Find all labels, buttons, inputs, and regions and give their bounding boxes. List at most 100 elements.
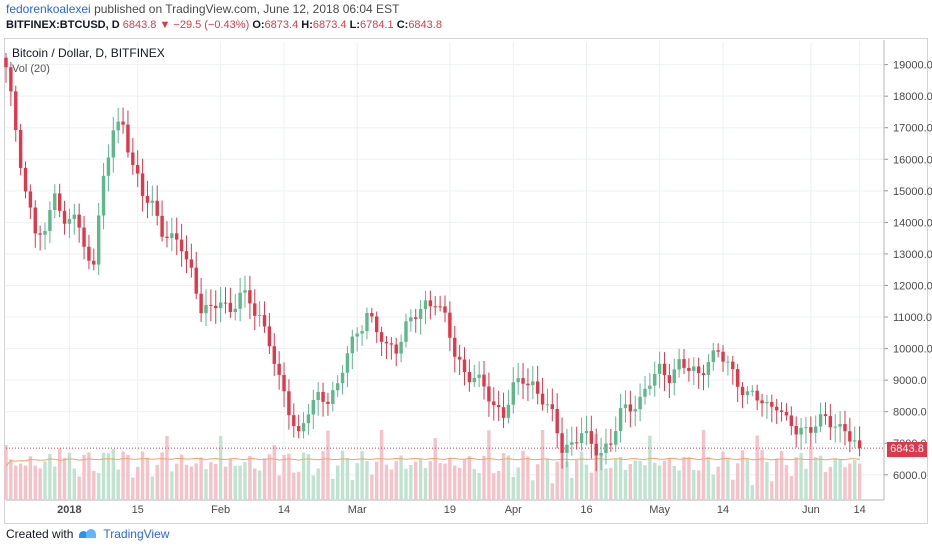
- volume-bar: [618, 457, 623, 500]
- candle-body: [433, 306, 437, 308]
- volume-bar: [394, 461, 398, 500]
- candle-body: [726, 361, 730, 363]
- volume-bar: [526, 456, 530, 500]
- candle-body: [814, 426, 818, 433]
- tradingview-link[interactable]: TradingView: [103, 527, 170, 541]
- candle-body: [209, 304, 213, 306]
- volume-bar: [589, 472, 594, 500]
- x-tick-label: Mar: [348, 504, 367, 516]
- candle-body: [745, 391, 750, 396]
- volume-bar: [506, 455, 511, 500]
- volume-bar: [823, 472, 828, 500]
- candle-body: [272, 346, 276, 364]
- volume-bar: [760, 450, 764, 500]
- volume-bar: [721, 451, 725, 500]
- candle-body: [48, 209, 52, 231]
- candle-body: [404, 321, 408, 342]
- volume-bar: [740, 450, 745, 500]
- volume-bar: [106, 453, 111, 500]
- volume-legend: Vol (20): [12, 63, 50, 75]
- candle-body: [23, 167, 28, 192]
- candle-body: [638, 396, 642, 410]
- volume-bar: [33, 465, 37, 500]
- candle-body: [799, 427, 803, 435]
- volume-bar: [731, 479, 735, 500]
- candle-body: [399, 341, 403, 354]
- volume-bar: [687, 457, 691, 500]
- volume-bar: [643, 465, 647, 500]
- candle-body: [92, 260, 96, 265]
- candle-body: [579, 433, 584, 443]
- candle-body: [618, 408, 623, 432]
- candle-body: [18, 130, 23, 168]
- candle-body: [326, 401, 330, 404]
- volume-bar: [653, 462, 657, 500]
- candle-body: [214, 305, 218, 309]
- candle-body: [784, 411, 789, 416]
- candle-body: [604, 443, 608, 453]
- volume-bar: [814, 457, 818, 500]
- candle-body: [204, 304, 208, 314]
- volume-bar: [253, 468, 257, 500]
- volume-bar: [365, 460, 369, 500]
- volume-bar: [389, 469, 394, 500]
- volume-bar: [184, 464, 189, 500]
- volume-bar: [672, 465, 676, 500]
- candle-body: [150, 200, 155, 203]
- volume-bar: [438, 463, 442, 500]
- candle-body: [355, 333, 359, 337]
- volume-bar: [404, 468, 408, 500]
- volume-bar: [350, 479, 355, 500]
- candle-body: [462, 359, 467, 373]
- candle-body: [467, 372, 472, 383]
- volume-bar: [311, 475, 316, 500]
- published-text: published on TradingView.com, June 12, 2…: [94, 2, 400, 16]
- volume-bar: [243, 462, 247, 500]
- candle-body: [804, 427, 808, 429]
- volume-bar: [609, 468, 613, 500]
- volume-bar: [682, 456, 686, 500]
- candle-body: [521, 378, 525, 384]
- candle-body: [414, 317, 418, 319]
- volume-bar: [838, 459, 842, 500]
- volume-bar: [701, 430, 706, 500]
- volume-bar: [287, 453, 291, 500]
- candle-body: [292, 415, 296, 427]
- last-price-tag: 6843.8: [887, 442, 927, 457]
- candle-body: [511, 382, 515, 405]
- volume-bar: [779, 450, 784, 500]
- volume-bar: [418, 458, 423, 500]
- candle-body: [623, 404, 628, 409]
- candle-body: [838, 423, 842, 427]
- author-link[interactable]: fedorenkoalexei: [6, 2, 91, 16]
- volume-bar: [282, 455, 286, 500]
- candle-body: [282, 374, 286, 392]
- candle-body: [238, 292, 242, 309]
- candle-body: [228, 302, 233, 313]
- volume-bar: [857, 463, 862, 500]
- volume-bar: [18, 463, 23, 500]
- publish-info: fedorenkoalexei published on TradingView…: [6, 2, 399, 16]
- candle-body: [321, 391, 325, 402]
- volume-bar: [14, 465, 18, 500]
- x-tick-label: 14: [853, 504, 865, 516]
- volume-bar: [545, 458, 550, 500]
- candle-body: [657, 363, 662, 374]
- volume-bar: [726, 457, 730, 500]
- volume-bar: [604, 468, 608, 500]
- candle-body: [794, 426, 798, 435]
- volume-bar: [745, 459, 750, 500]
- candle-body: [67, 218, 72, 224]
- volume-bar: [209, 462, 213, 500]
- volume-bar: [179, 454, 184, 500]
- volume-bar: [238, 465, 242, 500]
- candle-body: [389, 343, 394, 345]
- volume-bar: [116, 469, 120, 500]
- volume-bar: [784, 465, 789, 500]
- volume-bar: [482, 455, 486, 500]
- volume-bar: [614, 459, 618, 500]
- candle-body: [28, 191, 33, 208]
- candle-body: [316, 391, 320, 401]
- candle-body: [755, 390, 759, 401]
